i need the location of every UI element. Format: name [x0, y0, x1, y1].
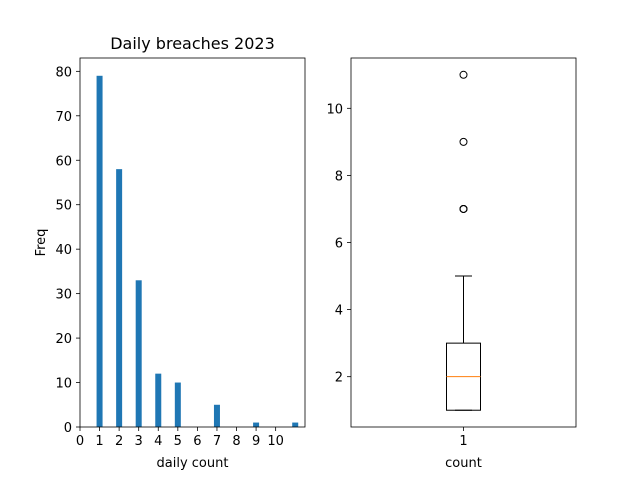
x-tick-label: 1 [459, 434, 467, 449]
plot-frame [79, 57, 306, 428]
x-tick-label: 3 [135, 434, 143, 449]
y-tick-label: 60 [55, 154, 72, 169]
y-tick-label: 4 [335, 304, 343, 319]
x-tick-label: 9 [252, 434, 260, 449]
outlier-point [459, 70, 468, 79]
plot-frame [350, 57, 577, 428]
x-axis-label: count [445, 456, 482, 471]
outlier-point [459, 204, 468, 213]
x-tick-label: 5 [174, 434, 182, 449]
x-tick-label: 1 [95, 434, 103, 449]
bar [253, 422, 260, 427]
y-tick-label: 50 [55, 199, 72, 214]
y-tick-label: 80 [55, 65, 72, 80]
bar [174, 382, 181, 427]
x-axis-label: daily count [157, 456, 229, 471]
y-tick-label: 20 [55, 332, 72, 347]
x-tick-label: 6 [193, 434, 201, 449]
chart-title: Daily breaches 2023 [110, 34, 275, 53]
y-tick-label: 2 [335, 371, 343, 386]
y-tick-label: 40 [55, 243, 72, 258]
outlier-point [459, 137, 468, 146]
y-axis-label: Freq [34, 229, 49, 257]
bar [213, 404, 220, 427]
x-tick-label: 10 [267, 434, 284, 449]
y-tick-label: 8 [335, 169, 343, 184]
y-tick-label: 0 [64, 421, 72, 436]
x-tick-label: 0 [76, 434, 84, 449]
y-tick-label: 30 [55, 288, 72, 303]
x-tick-label: 4 [154, 434, 162, 449]
bar [292, 422, 299, 427]
bar [116, 169, 123, 427]
bar [155, 373, 162, 427]
x-tick-label: 2 [115, 434, 123, 449]
x-tick-label: 7 [213, 434, 221, 449]
y-tick-label: 10 [55, 377, 72, 392]
x-tick-label: 8 [232, 434, 240, 449]
boxplot-panel: 1 2 4 6 8 10 count [326, 57, 577, 471]
y-tick-label: 6 [335, 237, 343, 252]
y-tick-label: 10 [326, 102, 343, 117]
bar [135, 280, 142, 427]
bar [96, 75, 103, 427]
y-tick-label: 70 [55, 110, 72, 125]
